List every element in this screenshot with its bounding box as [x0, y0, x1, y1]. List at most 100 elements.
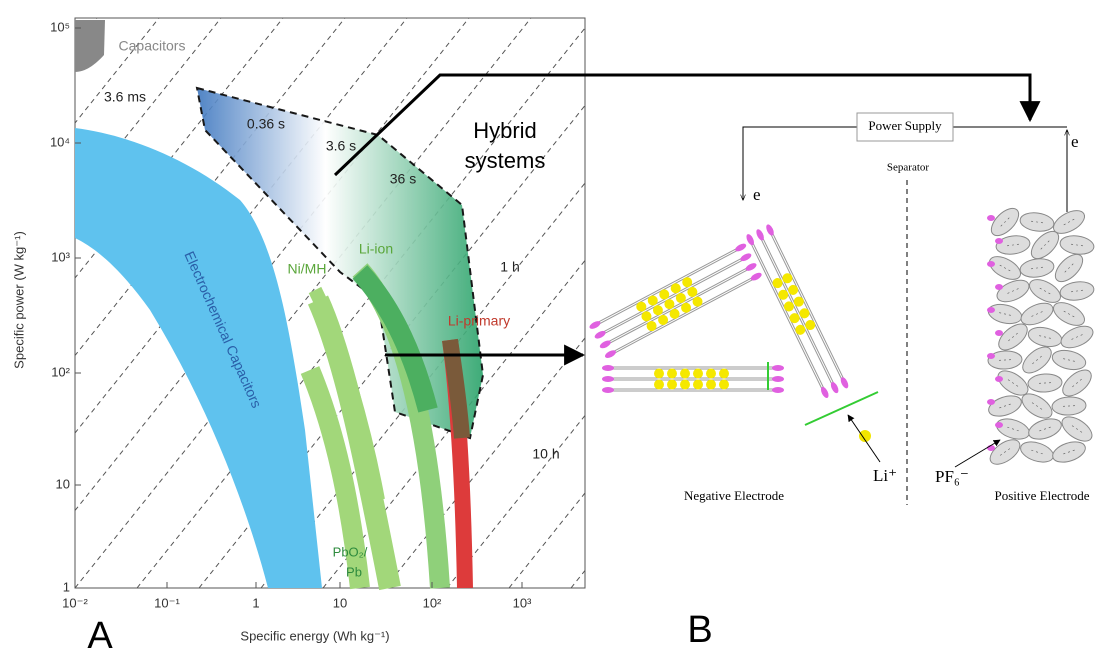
- separator-label: Separator: [887, 162, 929, 174]
- li-ion: [719, 369, 729, 379]
- anion: [987, 399, 995, 405]
- positive-electrode: [986, 204, 1096, 470]
- li-ion: [654, 380, 664, 390]
- graphite-particle: [1058, 412, 1096, 446]
- li-ion: [680, 369, 690, 379]
- graphite-particle: [1050, 298, 1088, 330]
- y-axis-label: Specific power (W kg⁻¹): [11, 231, 26, 369]
- layer-end: [602, 376, 614, 382]
- graphite-particle: [987, 204, 1024, 241]
- time-label: 1 h: [500, 259, 519, 275]
- hybrid-label: Hybrid: [473, 118, 537, 143]
- layer-end: [772, 365, 784, 371]
- graphite-particle: [1019, 257, 1055, 280]
- graphite-particle: [986, 392, 1024, 420]
- time-label: 3.6 ms: [104, 89, 146, 105]
- graphite-layer: [610, 277, 756, 354]
- li-ion: [706, 369, 716, 379]
- graphite-layer: [760, 235, 835, 388]
- li-ion: [667, 369, 677, 379]
- electron-label: e: [753, 185, 761, 204]
- graphite-particle: [986, 252, 1024, 284]
- anion: [987, 261, 995, 267]
- anion: [987, 215, 995, 221]
- layer-end: [772, 387, 784, 393]
- time-label: 36 s: [390, 171, 416, 187]
- x-tick-label: 10⁻²: [62, 595, 88, 610]
- region-label: Capacitors: [119, 38, 186, 54]
- time-label: 10 h: [532, 446, 559, 462]
- anion: [995, 284, 1003, 290]
- li-ion: [693, 380, 703, 390]
- graphite-particle: [1018, 342, 1056, 378]
- panel-label: B: [687, 609, 712, 651]
- graphite-layer: [605, 267, 751, 344]
- page: {"panel_a": {"label": "A", "x_axis_label…: [0, 0, 1106, 660]
- region-label: Li-primary: [448, 313, 510, 329]
- graphite-particle: [994, 276, 1032, 306]
- time-label: 0.36 s: [247, 116, 285, 132]
- x-tick-label: 1: [252, 595, 259, 610]
- figure: 10⁻² 10⁻¹ 1 10 10² 10³ 10⁵ 10⁴ 10³ 10² 10 1 Specif…: [0, 0, 1106, 660]
- graphite-particle: [1018, 438, 1056, 466]
- x-tick-label: 10³: [513, 595, 532, 610]
- li-ion: [667, 380, 677, 390]
- graphite-particle: [1051, 250, 1088, 287]
- sei-layer: [805, 392, 878, 425]
- region-label: Ni/MH: [288, 261, 327, 277]
- graphite-particle: [988, 350, 1023, 370]
- graphite-particle: [1050, 347, 1087, 372]
- graphite-particle: [1058, 322, 1096, 352]
- x-tick-label: 10: [333, 595, 347, 610]
- region-label: Li-ion: [359, 241, 393, 257]
- electrode-label: Positive Electrode: [995, 488, 1090, 503]
- li-ion: [706, 380, 716, 390]
- time-label: 3.6 s: [326, 138, 356, 154]
- graphite-stack: [602, 365, 784, 393]
- graphite-particle: [986, 301, 1023, 326]
- graphite-particle: [1026, 324, 1063, 349]
- power-supply-label: Power Supply: [868, 118, 942, 133]
- graphite-particle: [995, 234, 1031, 257]
- graphite-particle: [1019, 211, 1055, 234]
- y-tick-label: 10⁴: [50, 134, 70, 149]
- electron-label: e: [1071, 132, 1079, 151]
- anion: [995, 238, 1003, 244]
- li-label: Li⁺: [873, 466, 897, 485]
- panel-label: A: [87, 615, 113, 657]
- layer-end: [602, 387, 614, 393]
- region-label: PbO₂/: [333, 544, 368, 559]
- graphite-stack: [745, 223, 850, 399]
- anion: [995, 422, 1003, 428]
- x-tick-label: 10²: [423, 595, 442, 610]
- y-tick-label: 10³: [51, 249, 70, 264]
- layer-end: [602, 365, 614, 371]
- anion: [995, 330, 1003, 336]
- y-tick-label: 10: [56, 476, 70, 491]
- li-ion: [719, 380, 729, 390]
- graphite-particle: [994, 415, 1032, 443]
- graphite-layer: [595, 248, 741, 325]
- negative-electrode: [588, 223, 850, 399]
- graphite-particle: [1052, 396, 1087, 416]
- graphite-particle: [1058, 365, 1096, 401]
- x-tick-label: 10⁻¹: [154, 595, 180, 610]
- y-tick-label: 10²: [51, 364, 70, 379]
- y-tick-label: 10⁵: [50, 19, 70, 34]
- li-ion: [654, 369, 664, 379]
- graphite-stack: [588, 242, 763, 360]
- anion: [995, 376, 1003, 382]
- anion: [987, 353, 995, 359]
- pointer: [848, 415, 880, 462]
- graphite-particle: [1059, 280, 1095, 303]
- graphite-particle: [1028, 373, 1063, 393]
- graphite-particle: [986, 435, 1024, 469]
- graphite-particle: [1050, 438, 1088, 466]
- y-tick-label: 1: [63, 579, 70, 594]
- pf6-label: PF₆⁻: [935, 467, 969, 486]
- layer-end: [772, 376, 784, 382]
- graphite-particle: [1059, 234, 1095, 257]
- li-ion: [680, 380, 690, 390]
- hybrid-label: systems: [465, 148, 546, 173]
- anion: [987, 307, 995, 313]
